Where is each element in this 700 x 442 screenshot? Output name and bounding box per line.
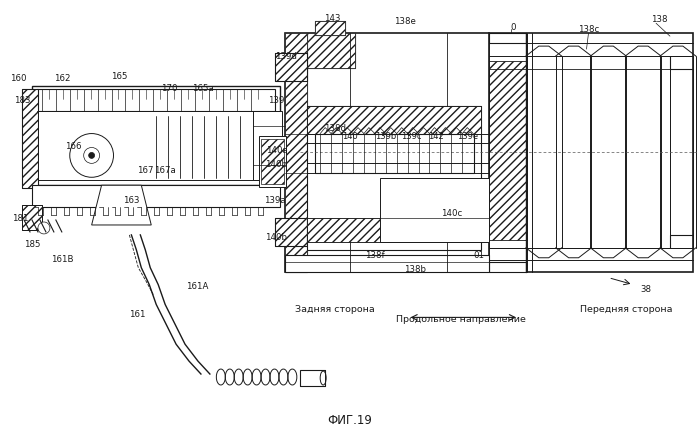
Text: 161A: 161A — [186, 282, 208, 291]
Text: 140b: 140b — [265, 160, 288, 169]
Bar — [276, 218, 307, 246]
Circle shape — [38, 222, 50, 234]
Bar — [286, 33, 489, 272]
Text: 139a: 139a — [264, 196, 286, 205]
Bar — [286, 255, 489, 272]
Bar — [276, 53, 307, 81]
Bar — [300, 370, 326, 386]
Bar — [307, 106, 481, 133]
Bar — [286, 33, 307, 272]
Bar — [489, 61, 527, 240]
Text: 138d: 138d — [324, 124, 346, 133]
Text: 138e: 138e — [393, 17, 416, 26]
Polygon shape — [92, 185, 151, 225]
Bar — [489, 69, 670, 248]
Text: 140c: 140c — [441, 209, 462, 217]
Bar — [37, 89, 276, 110]
Bar — [253, 110, 282, 180]
Text: 167a: 167a — [154, 166, 176, 175]
Bar — [22, 89, 38, 188]
Bar — [307, 106, 481, 133]
Bar — [489, 61, 527, 240]
Text: 38: 38 — [640, 285, 652, 294]
Text: 139d: 139d — [276, 52, 298, 61]
Text: 165: 165 — [111, 72, 127, 81]
Text: ФИГ.19: ФИГ.19 — [328, 414, 372, 427]
Text: 167: 167 — [137, 166, 153, 175]
Text: 142: 142 — [428, 132, 444, 141]
Bar — [307, 218, 481, 242]
Text: 139e: 139e — [456, 132, 478, 141]
Bar — [286, 33, 307, 272]
Text: 139: 139 — [268, 96, 285, 105]
Text: 166: 166 — [66, 142, 82, 151]
Text: 138: 138 — [651, 15, 667, 24]
Bar — [489, 33, 526, 43]
Bar — [22, 205, 42, 230]
Text: Продольное направление: Продольное направление — [396, 315, 526, 324]
Text: 161B: 161B — [50, 255, 73, 264]
Text: 138f: 138f — [365, 251, 385, 260]
Circle shape — [70, 133, 113, 177]
Bar — [258, 136, 286, 187]
Text: 185: 185 — [24, 240, 41, 249]
Text: 170: 170 — [161, 84, 177, 93]
Circle shape — [89, 152, 95, 158]
Text: 165a: 165a — [192, 84, 214, 93]
Bar — [32, 185, 281, 207]
Bar — [22, 89, 38, 188]
Bar — [305, 33, 355, 68]
Text: 161: 161 — [129, 310, 146, 319]
Text: 160: 160 — [10, 74, 27, 84]
Bar — [315, 21, 345, 35]
Text: 181: 181 — [12, 213, 28, 222]
Text: 138c: 138c — [578, 25, 599, 34]
Bar — [307, 106, 481, 250]
Bar — [260, 138, 284, 184]
Text: 01: 01 — [474, 251, 484, 260]
Text: 163: 163 — [123, 196, 139, 205]
Text: Передняя сторона: Передняя сторона — [580, 305, 673, 314]
Text: 0: 0 — [510, 23, 516, 32]
Bar — [315, 21, 345, 35]
Bar — [22, 205, 42, 230]
Bar — [489, 262, 526, 272]
Bar — [38, 110, 281, 180]
Bar — [489, 33, 693, 272]
Bar — [307, 218, 481, 242]
Text: 139c: 139c — [401, 132, 422, 141]
Text: 140b: 140b — [265, 233, 288, 242]
Circle shape — [84, 148, 99, 164]
Bar — [380, 178, 489, 242]
Text: 138b: 138b — [404, 265, 426, 274]
Text: 140: 140 — [342, 132, 358, 141]
Bar — [276, 218, 307, 246]
Text: 143: 143 — [324, 14, 340, 23]
Bar — [670, 56, 693, 248]
Text: Задняя сторона: Задняя сторона — [295, 305, 375, 314]
Bar — [315, 133, 474, 173]
Text: 162: 162 — [54, 74, 70, 84]
Bar — [305, 33, 355, 68]
Text: 140a: 140a — [265, 146, 287, 155]
Bar — [32, 86, 281, 185]
Text: 183: 183 — [14, 96, 30, 105]
Ellipse shape — [320, 371, 326, 385]
Text: 139b: 139b — [375, 132, 396, 141]
Bar — [276, 53, 307, 81]
